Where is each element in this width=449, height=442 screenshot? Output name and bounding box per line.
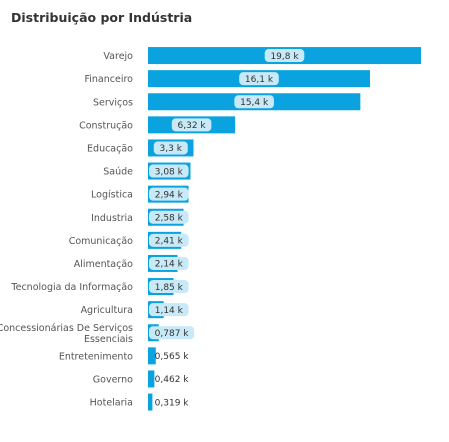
- category-label: Financeiro: [85, 74, 134, 85]
- value-label: 0,787 k: [155, 329, 190, 339]
- category-label: Tecnologia da Informação: [10, 282, 133, 293]
- value-label: 2,94 k: [155, 190, 184, 200]
- value-label-background: [149, 256, 189, 270]
- category-label: Governo: [93, 374, 133, 385]
- value-label: 3,3 k: [160, 144, 183, 154]
- category-label: Comunicação: [69, 236, 133, 247]
- value-label: 0,462 k: [155, 375, 190, 385]
- value-label-background: [149, 280, 189, 294]
- category-label: Saúde: [103, 167, 133, 178]
- category-label: Educação: [87, 143, 133, 154]
- value-label: 0,319 k: [155, 398, 190, 408]
- category-label: Logística: [91, 190, 133, 201]
- category-label: Industria: [91, 213, 133, 224]
- bar[interactable]: [148, 370, 155, 388]
- value-label: 1,14 k: [155, 306, 184, 316]
- category-label: Entretenimento: [59, 351, 133, 362]
- value-label-background: [149, 326, 195, 340]
- value-label: 2,14 k: [155, 260, 184, 270]
- value-label-background: [264, 49, 305, 63]
- value-label-background: [149, 233, 189, 247]
- value-label: 2,41 k: [155, 237, 184, 247]
- value-label: 6,32 k: [178, 121, 207, 131]
- category-label: Serviços: [93, 97, 133, 108]
- value-label: 1,85 k: [155, 283, 184, 293]
- value-label-background: [153, 141, 188, 155]
- category-label: Hotelaria: [90, 398, 133, 409]
- value-label-background: [239, 72, 279, 86]
- value-label-background: [149, 303, 189, 317]
- category-label: Alimentação: [74, 259, 133, 270]
- value-label: 2,58 k: [155, 213, 184, 223]
- value-label-background: [234, 95, 274, 109]
- value-label: 19,8 k: [270, 52, 299, 62]
- category-label: Concessionárias De Serviços Essenciais: [0, 323, 133, 345]
- value-label: 16,1 k: [245, 75, 274, 85]
- value-label: 3,08 k: [155, 167, 184, 177]
- chart-title: Distribuição por Indústria: [11, 10, 193, 25]
- bar[interactable]: [148, 347, 156, 365]
- category-label: Varejo: [103, 51, 133, 62]
- category-label: Agricultura: [81, 305, 133, 316]
- value-label: 15,4 k: [240, 98, 269, 108]
- category-label: Construção: [79, 120, 133, 131]
- value-label: 0,565 k: [155, 352, 190, 362]
- value-label-background: [171, 118, 212, 132]
- bar[interactable]: [148, 393, 153, 411]
- value-label-background: [149, 187, 189, 201]
- value-label-background: [149, 164, 189, 178]
- value-label-background: [149, 210, 189, 224]
